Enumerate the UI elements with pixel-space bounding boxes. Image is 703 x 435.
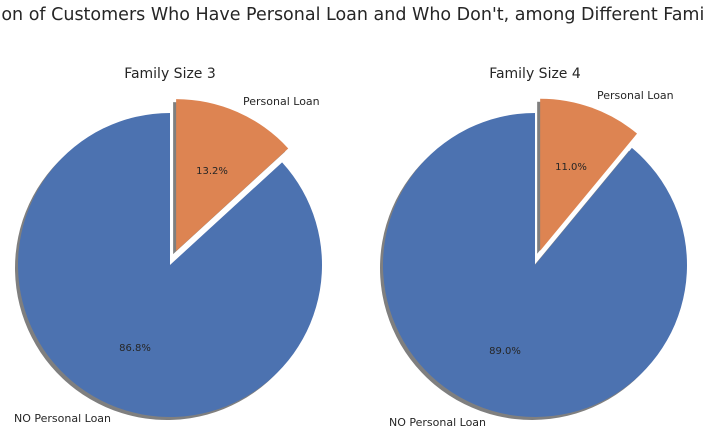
pie-slice-loan-family-3 — [176, 99, 289, 252]
pie-slice-loan-family-4 — [540, 98, 638, 251]
pct-label-no-loan-family-4: 89.0% — [489, 346, 521, 357]
pct-label-loan-family-4: 11.0% — [555, 162, 587, 173]
pie-slice-no-loan-family-3 — [18, 113, 322, 417]
figure-title: Proportion of Customers Who Have Persona… — [0, 5, 703, 25]
pct-label-no-loan-family-3: 86.8% — [119, 343, 151, 354]
pie-chart-family-4: Family Size 4 NO Personal Loan Personal … — [380, 66, 687, 429]
slice-label-no-loan-family-4: NO Personal Loan — [389, 416, 486, 429]
pie-title-family-3: Family Size 3 — [124, 66, 216, 82]
pie-slices-family-3 — [14, 99, 322, 420]
pie-title-family-4: Family Size 4 — [489, 66, 581, 82]
pie-chart-family-3: Family Size 3 NO Personal Loan Personal … — [14, 66, 322, 425]
pct-label-loan-family-3: 13.2% — [196, 166, 228, 177]
slice-label-loan-family-4: Personal Loan — [597, 89, 674, 102]
slice-label-loan-family-3: Personal Loan — [243, 95, 320, 108]
slice-label-no-loan-family-3: NO Personal Loan — [14, 412, 111, 425]
pie-slice-no-loan-family-4 — [382, 113, 687, 418]
pie-slices-family-4 — [380, 98, 687, 420]
